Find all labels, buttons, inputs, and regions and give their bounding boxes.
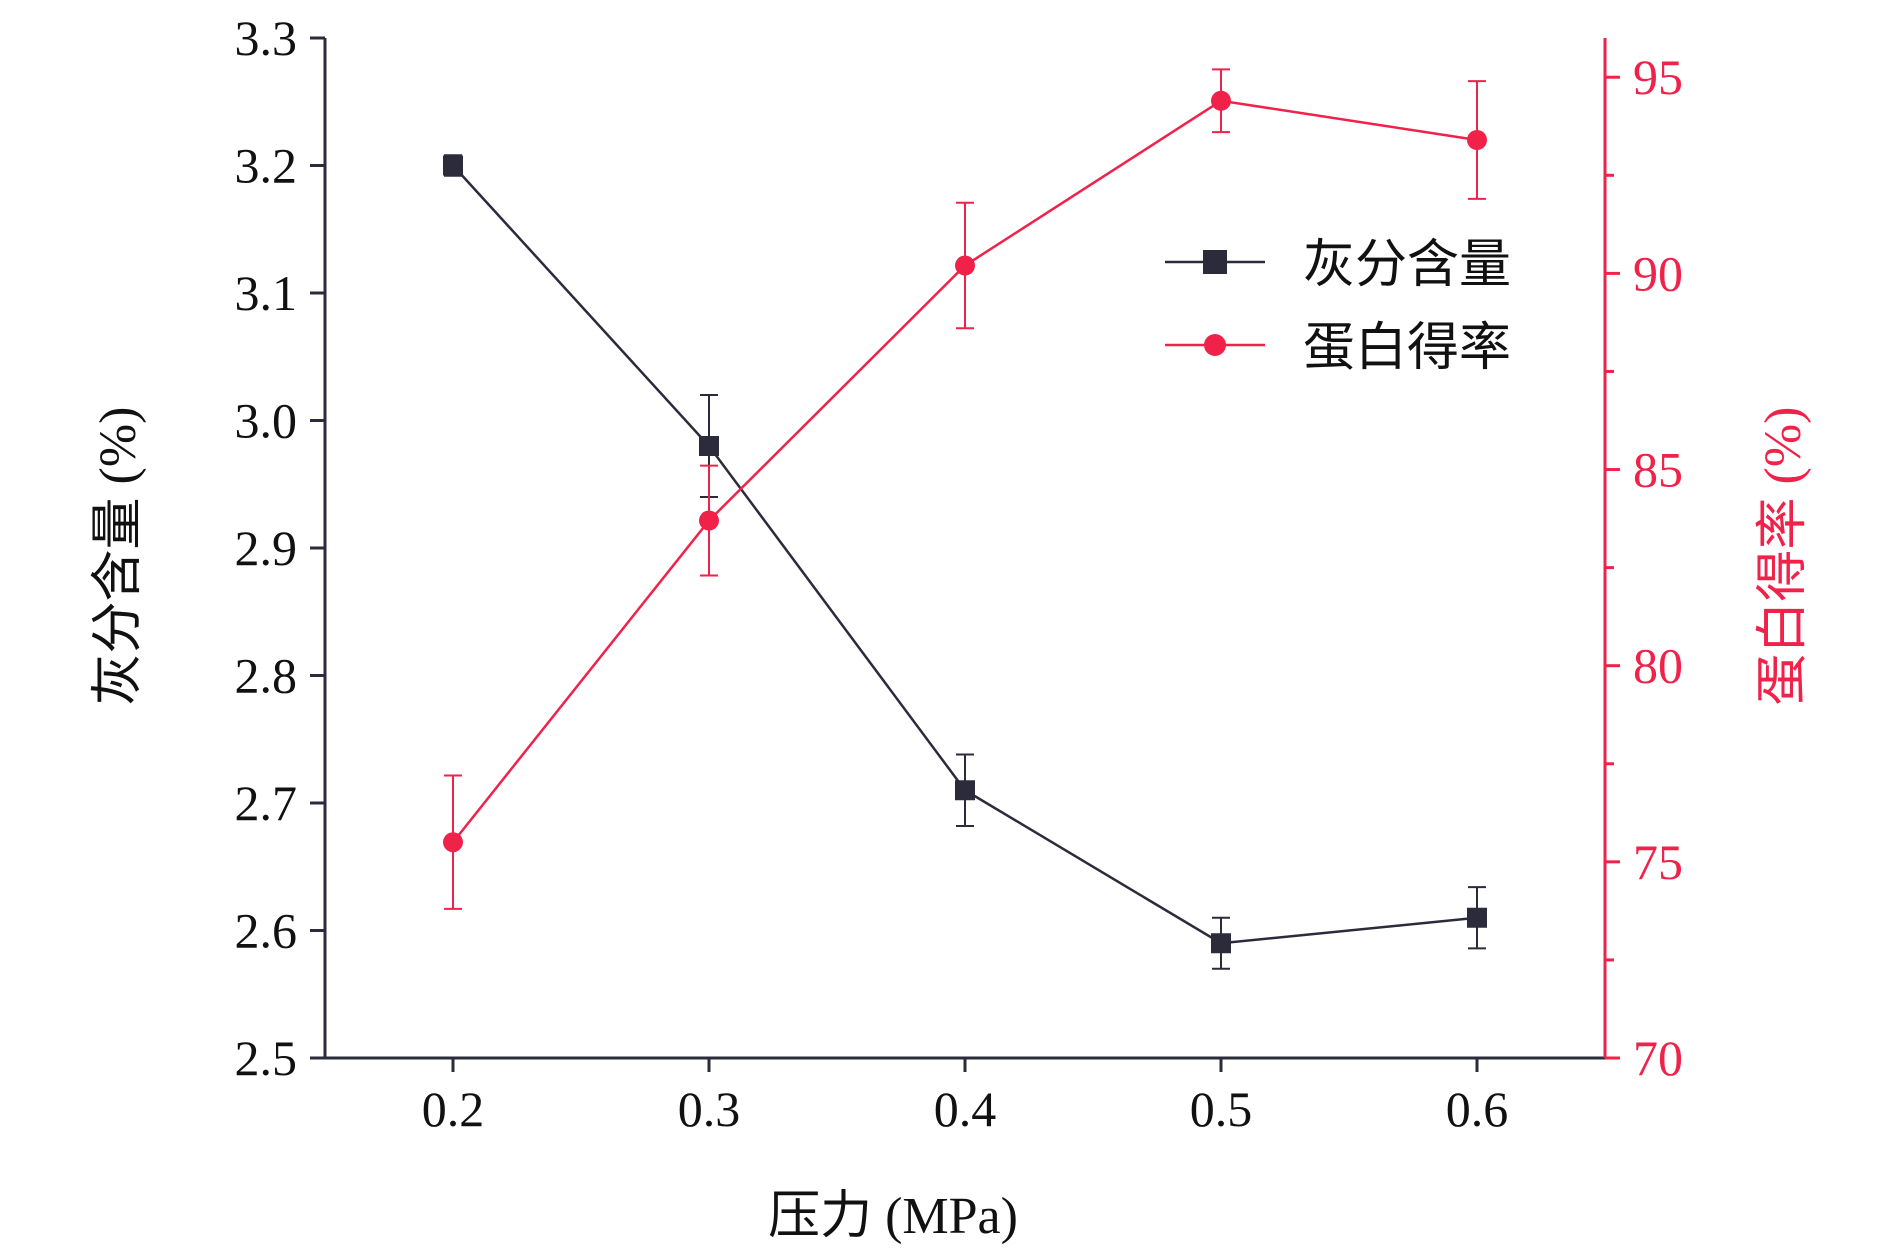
right-y-axis-title: 蛋白得率 (%) — [1755, 407, 1812, 706]
left-y-tick-label: 3.3 — [235, 10, 298, 66]
protein-point — [699, 510, 719, 531]
right-y-tick-label: 75 — [1633, 834, 1683, 890]
left-y-tick-label: 3.1 — [235, 265, 298, 321]
right-y-tick-label: 80 — [1633, 638, 1683, 694]
right-y-tick-label: 70 — [1633, 1030, 1683, 1086]
ash-point — [1467, 907, 1487, 928]
left-y-tick-label: 2.6 — [235, 903, 298, 959]
left-y-tick-label: 2.8 — [235, 648, 298, 704]
ash-point — [955, 780, 975, 801]
protein-point — [1467, 130, 1487, 150]
legend-ash-label: 灰分含量 — [1303, 237, 1511, 294]
left-y-tick-label: 2.9 — [235, 520, 298, 576]
ash-point — [699, 436, 719, 456]
x-tick-label: 0.5 — [1190, 1081, 1253, 1137]
axes: 0.2 0.3 0.4 0.5 0.6 2.5 2.6 2.7 2.8 2.9 3.0 3.1 3.2 3… — [235, 10, 1684, 1137]
x-axis-title: 压力 (MPa) — [768, 1188, 1018, 1245]
x-tick-label: 0.2 — [422, 1081, 485, 1137]
right-y-tick-label: 85 — [1633, 442, 1683, 498]
right-y-tick-label: 90 — [1633, 245, 1683, 301]
series-layer — [443, 68, 1487, 970]
ash-point — [1211, 933, 1231, 954]
x-tick-label: 0.6 — [1446, 1081, 1509, 1137]
protein-point — [1211, 90, 1231, 111]
protein-point — [955, 255, 975, 276]
x-tick-label: 0.3 — [678, 1081, 741, 1137]
left-y-tick-label: 2.7 — [235, 775, 298, 831]
legend-ash-marker — [1203, 250, 1227, 274]
x-tick-label: 0.4 — [934, 1081, 997, 1137]
right-y-tick-label: 95 — [1633, 49, 1683, 105]
left-y-axis-title: 灰分含量 (%) — [90, 407, 147, 706]
left-y-tick-label: 3.2 — [235, 138, 298, 194]
legend: 灰分含量 蛋白得率 — [1165, 237, 1511, 377]
left-y-tick-label: 3.0 — [235, 393, 298, 449]
ash-point — [443, 155, 463, 176]
left-y-tick-label: 2.5 — [235, 1030, 298, 1086]
legend-protein-marker — [1204, 334, 1226, 356]
legend-protein-label: 蛋白得率 — [1303, 320, 1511, 377]
protein-point — [443, 832, 463, 853]
